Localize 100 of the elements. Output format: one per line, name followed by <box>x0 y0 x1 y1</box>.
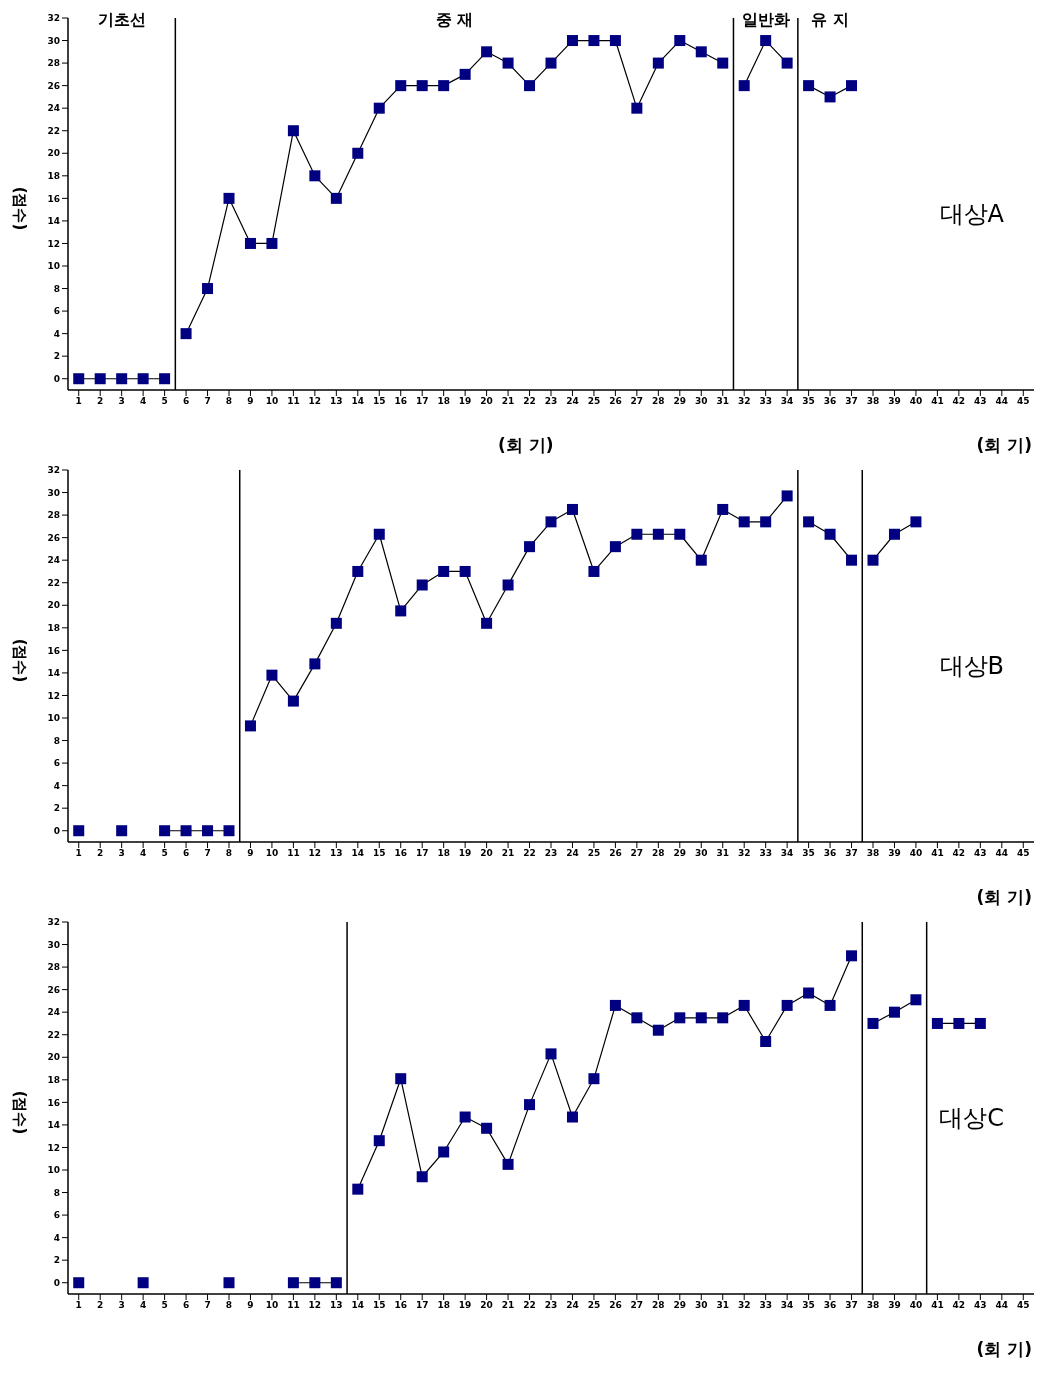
x-tick-label: 21 <box>501 848 515 859</box>
point <box>760 1035 772 1047</box>
x-tick-label: 28 <box>652 1300 665 1311</box>
y-tick-label: 22 <box>47 1029 60 1040</box>
x-tick-label: 12 <box>308 1300 322 1311</box>
x-tick-label: 42 <box>952 396 966 407</box>
x-tick-label: 4 <box>140 848 147 859</box>
x-tick-label: 25 <box>587 1300 601 1311</box>
x-tick-label: 9 <box>247 1300 254 1311</box>
point <box>824 528 836 540</box>
x-tick-label: 26 <box>609 848 622 859</box>
point <box>73 373 85 385</box>
x-tick-label: 11 <box>287 396 300 407</box>
point <box>395 80 407 92</box>
x-tick-label: 3 <box>118 1300 125 1311</box>
x-tick-label: 13 <box>330 848 343 859</box>
x-tick-label: 23 <box>544 1300 558 1311</box>
x-tick-label: 29 <box>673 848 687 859</box>
point <box>888 1006 900 1018</box>
point <box>652 528 664 540</box>
point <box>910 994 922 1006</box>
x-tick-label: 2 <box>97 396 104 407</box>
point <box>846 950 858 962</box>
point <box>846 554 858 566</box>
x-tick-label: 42 <box>952 1300 966 1311</box>
point <box>502 1158 514 1170</box>
y-tick-label: 6 <box>53 306 60 317</box>
point <box>588 1073 600 1085</box>
x-axis-title: (회 기) <box>976 1338 1032 1361</box>
y-tick-label: 16 <box>47 645 60 656</box>
x-tick-label: 23 <box>544 396 558 407</box>
y-tick-label: 2 <box>53 1255 60 1266</box>
point <box>352 565 364 577</box>
y-tick-label: 20 <box>47 600 60 611</box>
x-tick-label: 27 <box>630 848 644 859</box>
x-tick-label: 27 <box>630 396 644 407</box>
x-tick-label: 18 <box>437 848 450 859</box>
x-tick-label: 14 <box>351 1300 365 1311</box>
x-tick-label: 45 <box>1017 1300 1030 1311</box>
x-tick-label: 36 <box>823 848 837 859</box>
point <box>159 825 171 837</box>
point <box>159 373 171 385</box>
point <box>760 516 772 528</box>
y-tick-label: 10 <box>47 1165 60 1176</box>
x-tick-label: 25 <box>587 848 601 859</box>
y-tick-label: 12 <box>47 238 60 249</box>
x-tick-label: 14 <box>351 396 365 407</box>
point <box>674 1012 686 1024</box>
annotation: 대상A <box>939 198 1004 230</box>
point <box>309 658 321 670</box>
x-tick-label: 11 <box>287 1300 300 1311</box>
x-tick-label: 29 <box>673 1300 687 1311</box>
x-tick-label: 24 <box>566 396 579 407</box>
point <box>717 57 729 69</box>
x-tick-label: 5 <box>161 396 168 407</box>
point <box>287 125 299 137</box>
x-tick-label: 31 <box>716 848 729 859</box>
x-tick-label: 29 <box>673 396 687 407</box>
point <box>781 57 793 69</box>
annotation: 대상B <box>939 650 1004 682</box>
x-tick-label: 19 <box>458 848 472 859</box>
point <box>717 503 729 515</box>
x-tick-label: 35 <box>802 1300 815 1311</box>
x-tick-label: 38 <box>866 396 880 407</box>
x-tick-label: 28 <box>652 848 665 859</box>
x-tick-label: 8 <box>225 396 233 407</box>
y-tick-label: 14 <box>47 1120 60 1131</box>
y-tick-label: 0 <box>53 825 60 836</box>
point <box>395 1073 407 1085</box>
point <box>180 328 192 340</box>
x-tick-label: 2 <box>97 1300 104 1311</box>
point <box>481 46 493 58</box>
x-tick-label: 15 <box>373 1300 386 1311</box>
y-tick-label: 2 <box>53 351 60 362</box>
point <box>116 825 128 837</box>
point <box>545 1048 557 1060</box>
y-axis-title: (점수) <box>10 1090 30 1134</box>
y-tick-label: 28 <box>47 962 60 973</box>
point <box>287 1277 299 1289</box>
x-tick-label: 40 <box>909 396 923 407</box>
point <box>803 987 815 999</box>
x-tick-label: 34 <box>780 1300 794 1311</box>
x-tick-label: 36 <box>823 396 837 407</box>
y-tick-label: 22 <box>47 125 60 136</box>
x-tick-label: 16 <box>394 1300 407 1311</box>
x-tick-label: 41 <box>931 1300 944 1311</box>
x-tick-label: 32 <box>737 1300 751 1311</box>
point <box>888 528 900 540</box>
point <box>223 192 235 204</box>
x-tick-label: 1 <box>75 1300 82 1311</box>
x-tick-label: 39 <box>888 848 901 859</box>
point <box>416 80 428 92</box>
point <box>631 528 643 540</box>
point <box>524 541 536 553</box>
point <box>545 516 557 528</box>
point <box>674 528 686 540</box>
point <box>566 503 578 515</box>
y-tick-label: 28 <box>47 510 60 521</box>
x-tick-label: 33 <box>759 1300 772 1311</box>
x-tick-label: 25 <box>587 396 601 407</box>
